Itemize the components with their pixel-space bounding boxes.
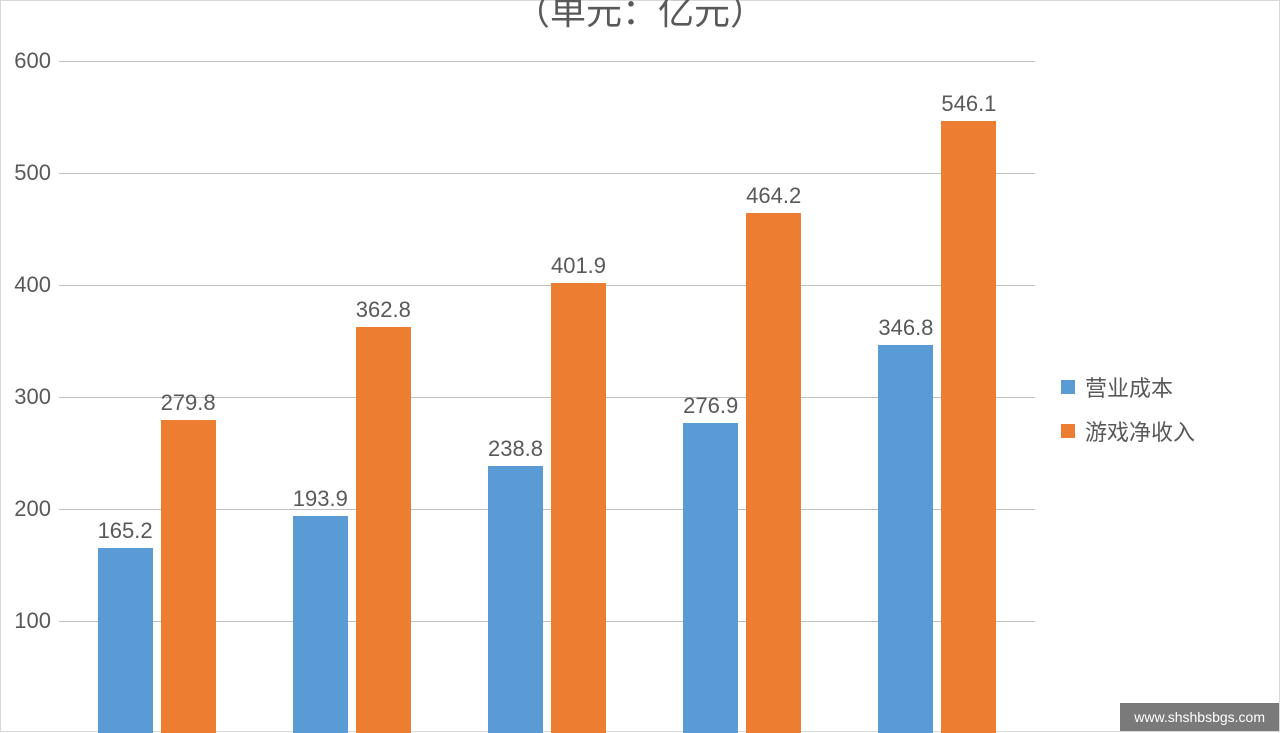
bar-series-1: 238.8 <box>488 466 543 733</box>
data-label: 546.1 <box>941 91 996 117</box>
data-label: 464.2 <box>746 183 801 209</box>
legend-item-series-1: 营业成本 <box>1061 371 1195 403</box>
data-label: 238.8 <box>488 436 543 462</box>
data-label: 362.8 <box>356 297 411 323</box>
y-tick-label: 200 <box>3 496 51 522</box>
watermark: www.shshbsbgs.com <box>1120 703 1279 731</box>
legend-label-series-2: 游戏净收入 <box>1085 415 1195 447</box>
y-tick-label: 500 <box>3 160 51 186</box>
legend-label-series-1: 营业成本 <box>1085 371 1173 403</box>
gridline <box>59 61 1035 62</box>
bar-series-2: 279.8 <box>161 420 216 733</box>
gridline <box>59 285 1035 286</box>
plot-area: 100200300400500600165.2279.8193.9362.823… <box>59 61 1035 733</box>
chart-title: （单元：亿元） <box>1 0 1279 35</box>
legend-item-series-2: 游戏净收入 <box>1061 415 1195 447</box>
chart-frame: （单元：亿元） 100200300400500600165.2279.8193.… <box>0 0 1280 732</box>
y-tick-label: 300 <box>3 384 51 410</box>
bar-series-2: 546.1 <box>941 121 996 733</box>
legend: 营业成本 游戏净收入 <box>1061 371 1195 459</box>
y-tick-label: 400 <box>3 272 51 298</box>
data-label: 401.9 <box>551 253 606 279</box>
bar-series-1: 276.9 <box>683 423 738 733</box>
legend-swatch-series-2 <box>1061 424 1075 438</box>
gridline <box>59 173 1035 174</box>
y-tick-label: 100 <box>3 608 51 634</box>
data-label: 346.8 <box>878 315 933 341</box>
bar-series-1: 193.9 <box>293 516 348 733</box>
bar-series-2: 401.9 <box>551 283 606 733</box>
bar-series-1: 346.8 <box>878 345 933 733</box>
data-label: 276.9 <box>683 393 738 419</box>
data-label: 165.2 <box>98 518 153 544</box>
legend-swatch-series-1 <box>1061 380 1075 394</box>
data-label: 279.8 <box>161 390 216 416</box>
bar-series-2: 464.2 <box>746 213 801 733</box>
y-tick-label: 600 <box>3 48 51 74</box>
bar-series-1: 165.2 <box>98 548 153 733</box>
bar-series-2: 362.8 <box>356 327 411 733</box>
data-label: 193.9 <box>293 486 348 512</box>
